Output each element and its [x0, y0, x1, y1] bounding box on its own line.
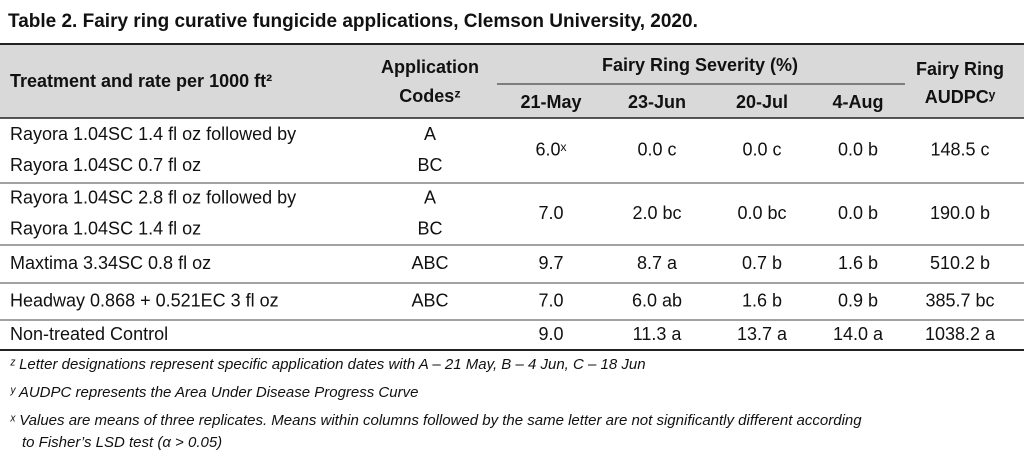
- footnote: ᶻ Letter designations represent specific…: [10, 356, 646, 373]
- cell-text: 1.6 b: [838, 253, 878, 273]
- footnote: ˣ Values are means of three replicates. …: [9, 412, 862, 429]
- cell-text: 9.0: [538, 324, 563, 344]
- cell-text: 9.7: [538, 253, 563, 273]
- header: 20-Jul: [736, 92, 788, 112]
- cell-text: 190.0 b: [930, 203, 990, 223]
- cell-text: 0.0 bc: [737, 203, 786, 223]
- cell-text: Rayora 1.04SC 0.7 fl oz: [10, 155, 201, 175]
- cell-text: Headway 0.868 + 0.521EC 3 fl oz: [10, 290, 279, 310]
- cell-text: A: [424, 187, 436, 207]
- header: 4-Aug: [833, 92, 884, 112]
- cell-text: 148.5 c: [930, 139, 989, 159]
- cell-text: 0.0 c: [742, 139, 781, 159]
- cell-text: 6.0 ab: [632, 290, 682, 310]
- cell-text: BC: [417, 155, 442, 175]
- cell-text: 7.0: [538, 290, 563, 310]
- header: Treatment and rate per 1000 ft²: [10, 71, 272, 91]
- cell-text: Rayora 1.04SC 1.4 fl oz: [10, 218, 201, 238]
- header: 23-Jun: [628, 92, 686, 112]
- cell-text: 14.0 a: [833, 324, 884, 344]
- footnote: ʸ AUDPC represents the Area Under Diseas…: [9, 384, 418, 401]
- cell-text: 7.0: [538, 203, 563, 223]
- header: Codesᶻ: [399, 86, 461, 106]
- cell-text: BC: [417, 218, 442, 238]
- cell-text: 0.9 b: [838, 290, 878, 310]
- cell-text: 385.7 bc: [925, 290, 994, 310]
- cell-text: 13.7 a: [737, 324, 788, 344]
- cell-text: 11.3 a: [633, 324, 683, 344]
- header: Fairy Ring Severity (%): [602, 55, 798, 75]
- cell-text: 0.0 c: [637, 139, 676, 159]
- header: Fairy Ring: [916, 59, 1004, 79]
- cell-text: Non-treated Control: [10, 324, 168, 344]
- cell-text: 2.0 bc: [632, 203, 681, 223]
- cell-text: Rayora 1.04SC 1.4 fl oz followed by: [10, 124, 296, 144]
- header: AUDPCʸ: [925, 87, 996, 107]
- cell-text: 8.7 a: [637, 253, 678, 273]
- header-background: [0, 44, 1024, 118]
- cell-text: 0.0 b: [838, 203, 878, 223]
- cell-text: Rayora 1.04SC 2.8 fl oz followed by: [10, 187, 296, 207]
- cell-text: Maxtima 3.34SC 0.8 fl oz: [10, 253, 211, 273]
- cell-text: ABC: [411, 290, 448, 310]
- cell-text: 6.0ˣ: [536, 139, 567, 159]
- cell-text: 1.6 b: [742, 290, 782, 310]
- table-title: Table 2. Fairy ring curative fungicide a…: [8, 11, 698, 32]
- header: Application: [381, 57, 479, 77]
- footnote: to Fisher’s LSD test (α > 0.05): [22, 434, 222, 451]
- cell-text: A: [424, 124, 436, 144]
- cell-text: 0.0 b: [838, 139, 878, 159]
- cell-text: 510.2 b: [930, 253, 990, 273]
- cell-text: 0.7 b: [742, 253, 782, 273]
- cell-text: ABC: [411, 253, 448, 273]
- header: 21-May: [520, 92, 581, 112]
- cell-text: 1038.2 a: [925, 324, 996, 344]
